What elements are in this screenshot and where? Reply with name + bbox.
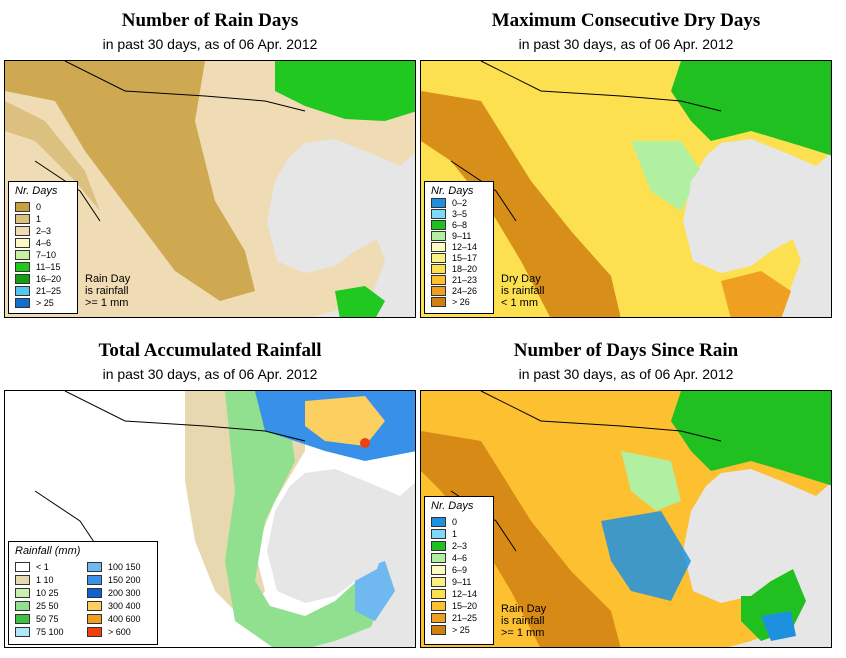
panel-subtitle: in past 30 days, as of 06 Apr. 2012 [518, 366, 734, 382]
panel-total-rain: Total Accumulated Rainfall in past 30 da… [4, 330, 416, 652]
map-total-rain: Rainfall (mm) < 1 1 10 10 25 25 50 50 75… [4, 390, 416, 648]
legend-item: 9–11 [431, 231, 471, 241]
legend-item: 18–20 [431, 264, 477, 274]
legend-item: 21–23 [431, 275, 477, 285]
legend-item: 1 10 [15, 575, 54, 585]
legend-item: 100 150 [87, 562, 141, 572]
legend-item: > 25 [15, 298, 54, 308]
map-days-since-rain: Nr. Days 0 1 2–3 4–6 6–9 9–11 12–14 15–2… [420, 390, 832, 648]
legend-title: Nr. Days [15, 185, 58, 197]
legend-item: 2–3 [431, 541, 467, 551]
panel-subtitle: in past 30 days, as of 06 Apr. 2012 [102, 366, 318, 382]
legend-item: 3–5 [431, 209, 467, 219]
legend-note: Rain Day is rainfall >= 1 mm [501, 603, 547, 639]
legend-item: 75 100 [15, 627, 64, 637]
panel-subtitle: in past 30 days, as of 06 Apr. 2012 [102, 36, 318, 52]
legend-item: 300 400 [87, 601, 141, 611]
legend-item: 4–6 [15, 238, 51, 248]
legend-item: > 26 [431, 297, 470, 307]
legend-item: 12–14 [431, 589, 477, 599]
legend-note: Dry Day is rainfall < 1 mm [501, 273, 545, 309]
panel-title: Total Accumulated Rainfall [98, 340, 322, 361]
legend-item: 0–2 [431, 198, 467, 208]
legend-title: Rainfall (mm) [15, 545, 81, 557]
legend-item: 24–26 [431, 286, 477, 296]
legend-item: 1 [431, 529, 457, 539]
legend-item: 10 25 [15, 588, 59, 598]
legend-item: 150 200 [87, 575, 141, 585]
map-svg [421, 391, 831, 647]
legend-item: 16–20 [15, 274, 61, 284]
legend-item: 15–17 [431, 253, 477, 263]
legend-item: 0 [431, 517, 457, 527]
legend-item: > 600 [87, 627, 131, 637]
legend-item: 7–10 [15, 250, 56, 260]
legend-rain-days: Nr. Days 0 1 2–3 4–6 7–10 11–15 16–20 21… [8, 181, 78, 314]
legend-title: Nr. Days [431, 185, 474, 197]
panel-days-since-rain: Number of Days Since Rain in past 30 day… [420, 330, 832, 652]
legend-item: 21–25 [15, 286, 61, 296]
legend-item: 12–14 [431, 242, 477, 252]
legend-item: 6–8 [431, 220, 467, 230]
legend-item: 9–11 [431, 577, 471, 587]
panel-title: Maximum Consecutive Dry Days [491, 10, 761, 31]
legend-item: < 1 [15, 562, 49, 572]
legend-days-since-rain: Nr. Days 0 1 2–3 4–6 6–9 9–11 12–14 15–2… [424, 496, 494, 645]
map-dry-days: Nr. Days 0–2 3–5 6–8 9–11 12–14 15–17 18… [420, 60, 832, 318]
map-svg [5, 61, 415, 317]
map-rain-days: Nr. Days 0 1 2–3 4–6 7–10 11–15 16–20 21… [4, 60, 416, 318]
legend-item: 21–25 [431, 613, 477, 623]
legend-item: 6–9 [431, 565, 467, 575]
legend-item: 50 75 [15, 614, 59, 624]
panel-rain-days: Number of Rain Days in past 30 days, as … [4, 0, 416, 322]
legend-item: 2–3 [15, 226, 51, 236]
legend-item: 11–15 [15, 262, 60, 272]
panel-subtitle: in past 30 days, as of 06 Apr. 2012 [518, 36, 734, 52]
panel-dry-days: Maximum Consecutive Dry Days in past 30 … [420, 0, 832, 322]
legend-item: 25 50 [15, 601, 59, 611]
legend-item: 4–6 [431, 553, 467, 563]
legend-item: 15–20 [431, 601, 477, 611]
legend-item: 200 300 [87, 588, 141, 598]
panel-title: Number of Rain Days [121, 10, 299, 31]
legend-total-rain: Rainfall (mm) < 1 1 10 10 25 25 50 50 75… [8, 541, 158, 645]
map-svg [421, 61, 831, 317]
legend-item: 0 [15, 202, 41, 212]
legend-title: Nr. Days [431, 500, 474, 512]
panel-title: Number of Days Since Rain [513, 340, 739, 361]
legend-item: 1 [15, 214, 41, 224]
legend-item: > 25 [431, 625, 470, 635]
legend-dry-days: Nr. Days 0–2 3–5 6–8 9–11 12–14 15–17 18… [424, 181, 494, 314]
legend-note: Rain Day is rainfall >= 1 mm [85, 273, 131, 309]
legend-item: 400 600 [87, 614, 141, 624]
